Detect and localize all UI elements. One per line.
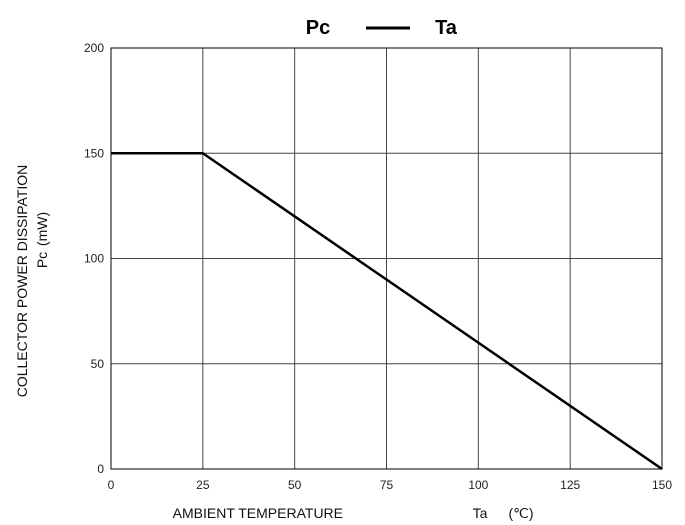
y-tick-label: 50	[91, 357, 105, 371]
plot-frame	[110, 47, 663, 470]
y-axis-unit: (mW)	[34, 212, 50, 246]
y-tick-label: 150	[84, 146, 104, 160]
y-axis-symbol: Pc	[34, 252, 50, 268]
x-tick-label: 75	[380, 478, 394, 492]
x-axis-unit: (℃)	[508, 505, 533, 521]
tick-labels: 0 25 50 75 100 125 150 0 50 100 150 200	[84, 41, 672, 492]
x-axis-symbol: Ta	[473, 505, 488, 521]
x-tick-label: 150	[652, 478, 672, 492]
chart-title-left: Pc	[306, 17, 330, 39]
x-tick-label: 25	[196, 478, 210, 492]
x-tick-label: 125	[560, 478, 580, 492]
chart-title-right: Ta	[435, 17, 458, 39]
y-tick-label: 200	[84, 41, 104, 55]
x-tick-label: 0	[108, 478, 115, 492]
grid-lines	[110, 47, 663, 470]
series-group	[111, 152, 663, 471]
x-tick-label: 100	[468, 478, 488, 492]
y-tick-label: 0	[97, 462, 104, 476]
x-axis-label: AMBIENT TEMPERATURE	[173, 505, 343, 521]
y-axis-label: COLLECTOR POWER DISSIPATION	[14, 165, 30, 398]
x-tick-label: 50	[288, 478, 302, 492]
y-tick-label: 100	[84, 252, 104, 266]
series-line	[111, 152, 663, 471]
